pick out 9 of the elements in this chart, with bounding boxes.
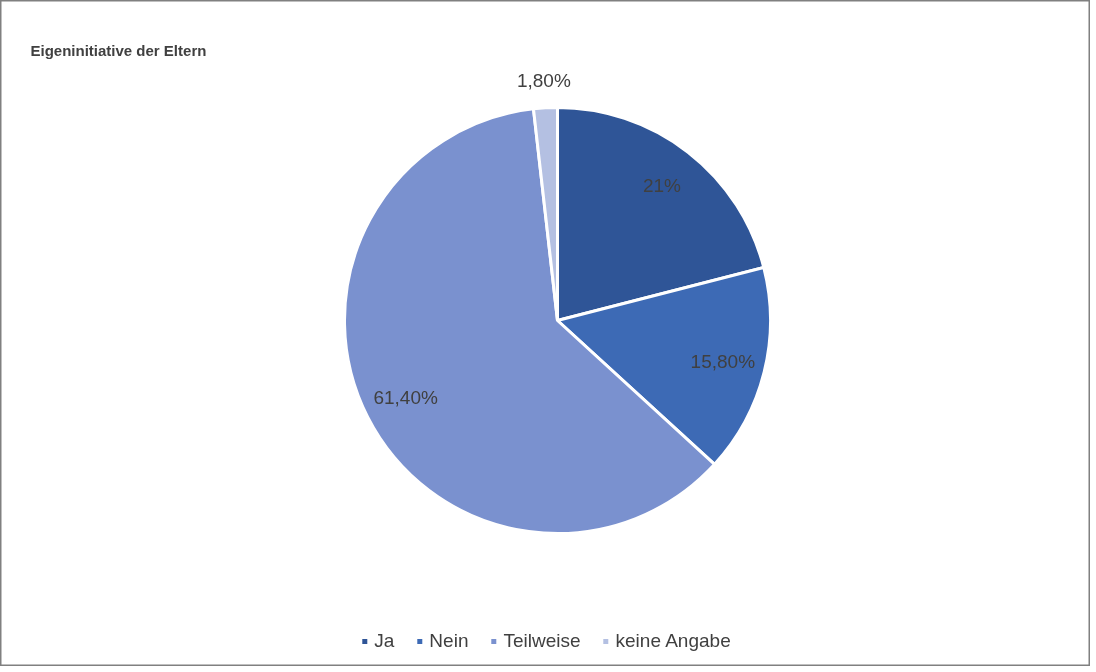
data-label: 15,80%: [690, 351, 756, 373]
data-label: 1,80%: [516, 69, 571, 91]
legend-label: keine Angabe: [615, 630, 731, 652]
legend-label: Nein: [429, 630, 469, 652]
data-label: 21%: [642, 175, 682, 197]
legend-label: Ja: [374, 630, 395, 652]
legend-label: Teilweise: [503, 630, 581, 652]
text: Eigeninitiative der Eltern: [30, 42, 207, 59]
data-label: 61,40%: [373, 387, 438, 409]
